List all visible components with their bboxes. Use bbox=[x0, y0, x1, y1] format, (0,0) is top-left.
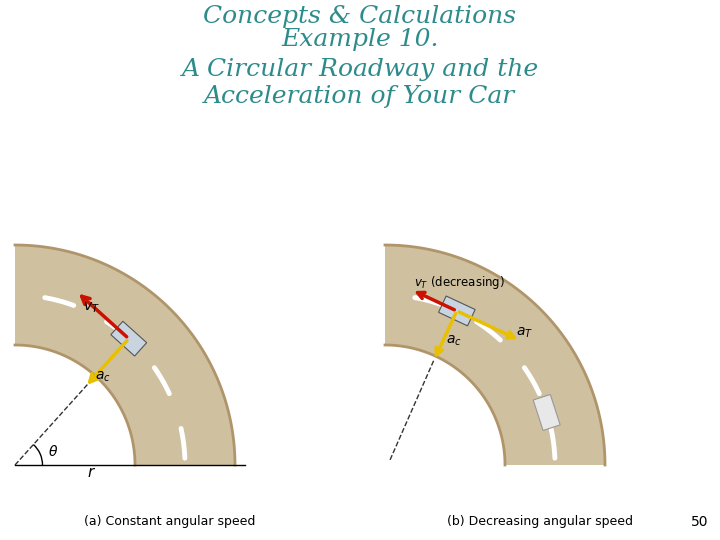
Text: Acceleration of Your Car: Acceleration of Your Car bbox=[204, 85, 516, 108]
Text: (a) Constant angular speed: (a) Constant angular speed bbox=[84, 516, 256, 529]
Text: $\theta$: $\theta$ bbox=[48, 444, 58, 459]
Wedge shape bbox=[15, 245, 235, 465]
Polygon shape bbox=[111, 321, 147, 356]
Text: $a_c$: $a_c$ bbox=[446, 334, 462, 348]
Text: A Circular Roadway and the: A Circular Roadway and the bbox=[181, 58, 539, 81]
Polygon shape bbox=[438, 296, 475, 326]
Text: $a_c$: $a_c$ bbox=[95, 370, 110, 384]
Text: $v_T$ (decreasing): $v_T$ (decreasing) bbox=[414, 274, 505, 291]
Text: $a_T$: $a_T$ bbox=[516, 326, 533, 341]
Polygon shape bbox=[534, 394, 560, 430]
Text: $r$: $r$ bbox=[87, 465, 96, 480]
Wedge shape bbox=[385, 245, 605, 465]
Text: $v_T$: $v_T$ bbox=[83, 300, 99, 315]
Text: Example 10.: Example 10. bbox=[282, 28, 438, 51]
Text: Concepts & Calculations: Concepts & Calculations bbox=[204, 5, 516, 28]
Text: 50: 50 bbox=[691, 515, 708, 529]
Text: (b) Decreasing angular speed: (b) Decreasing angular speed bbox=[447, 516, 633, 529]
